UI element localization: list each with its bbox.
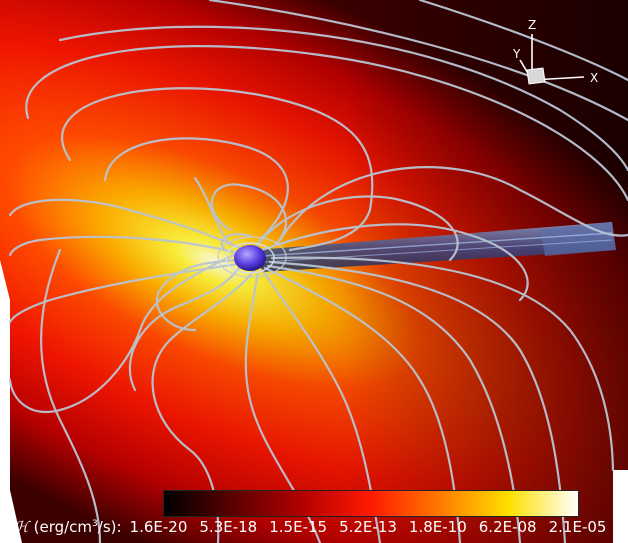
x-axis-label: X	[590, 71, 599, 85]
axis-triad	[519, 34, 585, 85]
colorbar-tick: 1.5E-15	[269, 518, 328, 536]
colorbar-tick: 5.2E-13	[339, 518, 397, 536]
z-axis-label: Z	[528, 18, 537, 32]
colorbar-tick: 6.2E-08	[478, 518, 537, 536]
colorbar	[163, 490, 579, 517]
planet	[217, 236, 287, 278]
y-axis-label: Y	[513, 47, 521, 61]
colorbar-tick: 1.6E-20	[129, 518, 188, 536]
colorbar-title: ℋ (erg/cm3/s):	[14, 518, 122, 536]
colorbar-tick: 1.8E-10	[408, 518, 467, 536]
colorbar-symbol: ℋ	[14, 518, 29, 536]
colorbar-caption: ℋ (erg/cm3/s): 1.6E-20 5.3E-18 1.5E-15 5…	[14, 515, 626, 539]
colorbar-tick: 2.1E-05	[548, 518, 607, 536]
colorbar-units-prefix: (erg/cm	[33, 518, 93, 536]
colorbar-tick: 5.3E-18	[199, 518, 258, 536]
colorbar-units-exponent: 3	[92, 519, 98, 529]
colorbar-units-suffix: /s):	[97, 518, 122, 536]
